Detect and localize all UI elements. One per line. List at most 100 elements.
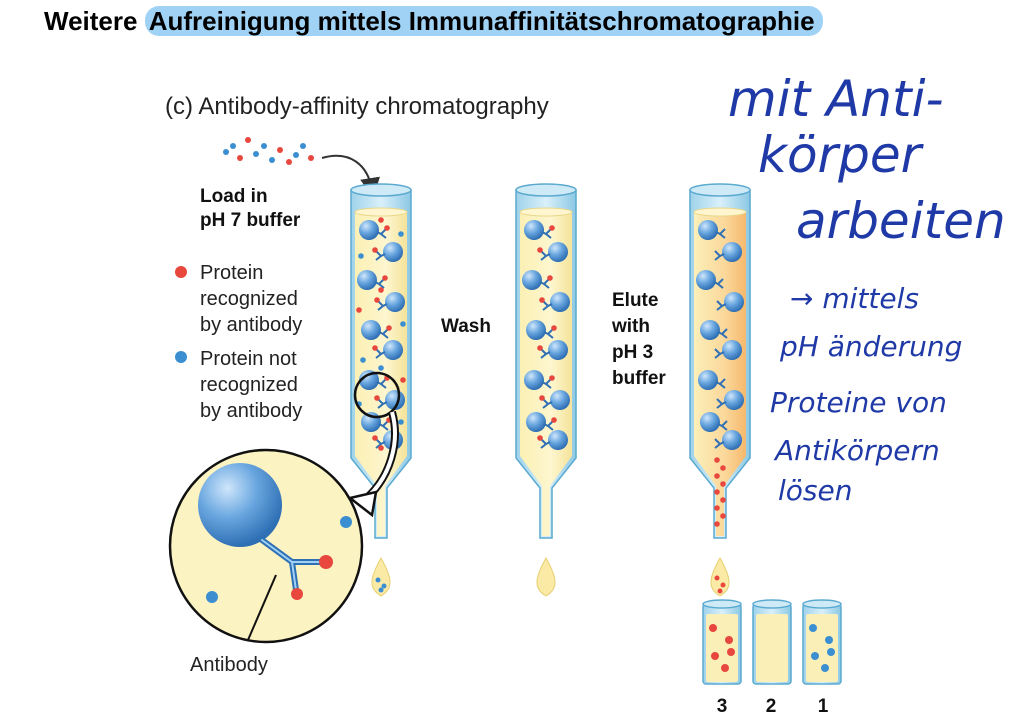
magnify-circle bbox=[353, 371, 401, 419]
dot-red bbox=[547, 275, 553, 281]
dot-blue bbox=[358, 253, 364, 259]
antibody-mini bbox=[716, 398, 727, 409]
dot-red bbox=[714, 521, 720, 527]
resin-bead bbox=[522, 270, 542, 290]
drop bbox=[536, 556, 556, 597]
note1-line1: mit Anti- bbox=[728, 70, 944, 128]
dot-blue bbox=[398, 419, 404, 425]
antibody-mini bbox=[715, 378, 726, 389]
wash-label: Wash bbox=[441, 316, 491, 337]
antibody-mini bbox=[715, 228, 726, 239]
dot-red bbox=[714, 457, 720, 463]
dot-blue bbox=[378, 365, 384, 371]
antibody-mini bbox=[714, 250, 725, 261]
dot-red bbox=[721, 664, 729, 672]
note2-line2: pH änderung bbox=[779, 330, 962, 363]
free-protein bbox=[340, 516, 352, 528]
legend-recognized-line2: recognized bbox=[200, 288, 298, 310]
legend-not-recognized-line3: by antibody bbox=[200, 400, 302, 422]
dot-blue bbox=[360, 357, 366, 363]
dot-blue bbox=[223, 149, 229, 155]
column-rim bbox=[689, 183, 751, 197]
legend-dot-recognized bbox=[175, 266, 187, 278]
dot-red bbox=[384, 225, 390, 231]
dot-blue bbox=[398, 231, 404, 237]
handwritten-note-1: mit Anti- körper arbeiten bbox=[728, 70, 1006, 250]
legend-not-recognized-line1: Protein not bbox=[200, 348, 297, 370]
dot-red bbox=[374, 297, 380, 303]
elute-label-line4: buffer bbox=[612, 368, 666, 389]
antibody-mini bbox=[716, 300, 727, 311]
resin-bead bbox=[698, 370, 718, 390]
antibody-pointer bbox=[247, 574, 277, 641]
dot-blue bbox=[400, 321, 406, 327]
dot-red bbox=[549, 225, 555, 231]
resin-bead bbox=[722, 242, 742, 262]
slide-title: Weitere Aufreinigung mittels Immunaffini… bbox=[44, 6, 823, 37]
dot-red bbox=[386, 325, 392, 331]
dot-red bbox=[551, 325, 557, 331]
title-prefix: Weitere bbox=[44, 6, 145, 36]
bead-large bbox=[198, 463, 282, 547]
dot-blue bbox=[293, 152, 299, 158]
resin-bead bbox=[550, 292, 570, 312]
dot-red bbox=[286, 159, 292, 165]
dot-red bbox=[714, 575, 720, 581]
resin-bead bbox=[696, 270, 716, 290]
dot-blue bbox=[381, 583, 387, 589]
tube-number-2: 2 bbox=[766, 696, 777, 717]
dot-red bbox=[714, 473, 720, 479]
resin-bead bbox=[548, 242, 568, 262]
dot-red bbox=[372, 345, 378, 351]
resin-bead bbox=[550, 390, 570, 410]
resin-bead bbox=[361, 320, 381, 340]
tube-number-1: 1 bbox=[818, 696, 829, 717]
dot-red bbox=[720, 513, 726, 519]
resin-bead bbox=[724, 292, 744, 312]
legend-recognized-line3: by antibody bbox=[200, 314, 302, 336]
dot-red bbox=[374, 395, 380, 401]
note2-line5: lösen bbox=[778, 474, 852, 507]
resin-bead bbox=[548, 340, 568, 360]
resin-bead bbox=[722, 340, 742, 360]
collection-tubes bbox=[702, 599, 842, 685]
dot-blue bbox=[300, 143, 306, 149]
dot-red bbox=[378, 445, 384, 451]
dot-red bbox=[237, 155, 243, 161]
antibody-label: Antibody bbox=[190, 654, 268, 676]
handwritten-note-2: → mittels pH änderung Proteine von Antik… bbox=[770, 282, 962, 507]
tube-liquid bbox=[706, 614, 738, 682]
dot-red bbox=[725, 636, 733, 644]
dot-red bbox=[709, 624, 717, 632]
dot-red bbox=[714, 505, 720, 511]
bound-protein bbox=[319, 555, 333, 569]
dot-red bbox=[372, 247, 378, 253]
elute-label-line1: Elute bbox=[612, 290, 658, 311]
dot-blue bbox=[261, 143, 267, 149]
resin-bead bbox=[722, 430, 742, 450]
dot-red bbox=[539, 297, 545, 303]
column-rim bbox=[350, 183, 412, 197]
resin-bead bbox=[700, 320, 720, 340]
liquid-surface bbox=[693, 207, 747, 217]
resin-bead bbox=[548, 430, 568, 450]
antibody-highlight bbox=[261, 539, 325, 591]
dot-red bbox=[720, 497, 726, 503]
title-highlight: Aufreinigung mittels Immunaffinitätschro… bbox=[144, 6, 823, 36]
dot-red bbox=[720, 465, 726, 471]
resin-bead bbox=[383, 242, 403, 262]
dot-red bbox=[720, 481, 726, 487]
dot-red bbox=[537, 435, 543, 441]
free-protein-2 bbox=[206, 591, 218, 603]
resin-bead bbox=[359, 370, 379, 390]
dot-blue bbox=[811, 652, 819, 660]
note2-line3: Proteine von bbox=[770, 386, 947, 419]
antibody-mini bbox=[713, 278, 724, 289]
load-label-line1: Load in bbox=[200, 186, 268, 207]
dot-red bbox=[711, 652, 719, 660]
load-arrow bbox=[321, 154, 380, 198]
legend-dot-not-recognized bbox=[175, 351, 187, 363]
resin-bead bbox=[385, 292, 405, 312]
resin-bead bbox=[524, 220, 544, 240]
